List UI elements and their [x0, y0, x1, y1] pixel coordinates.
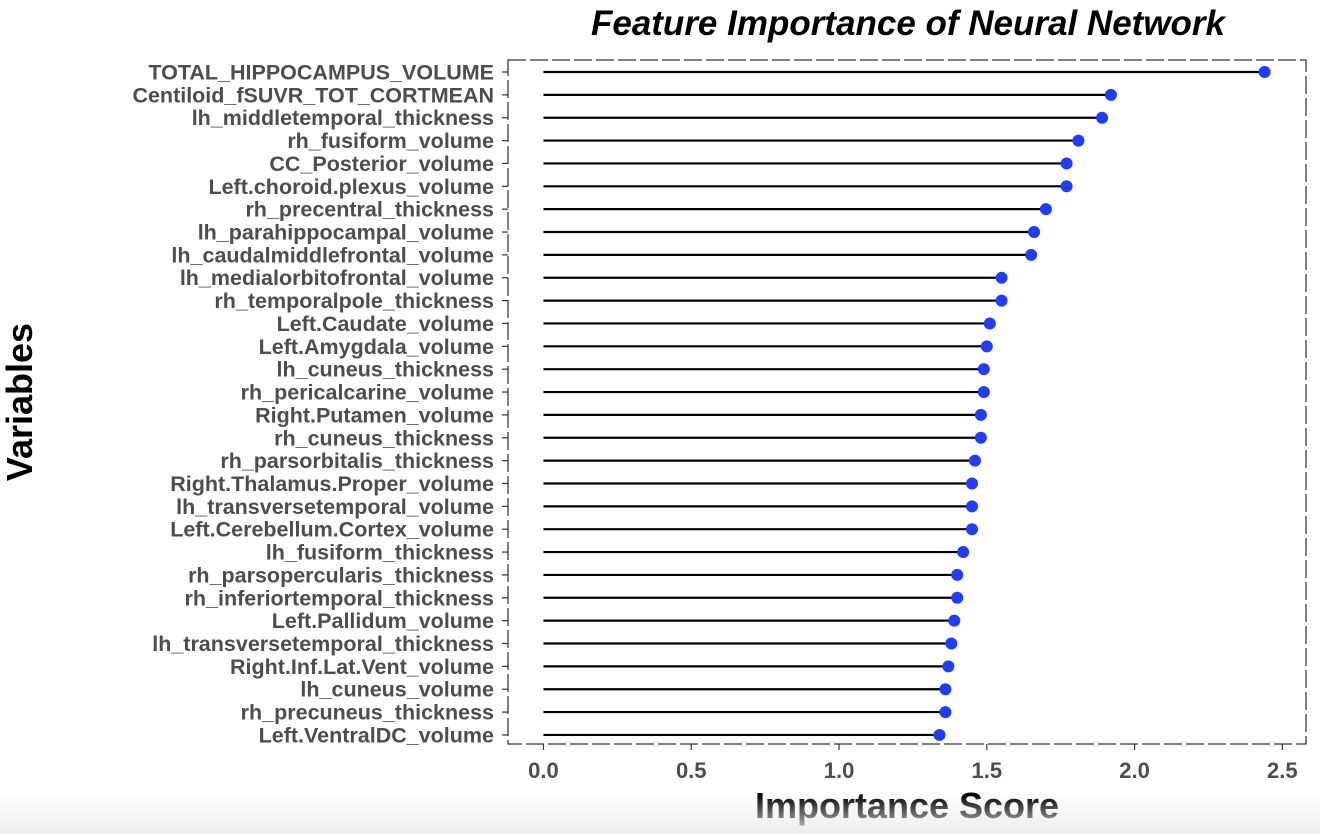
point-1 — [1104, 88, 1117, 101]
y-tick-label-12: Left.Amygdala_volume — [259, 335, 494, 359]
point-27 — [939, 683, 952, 696]
point-3 — [1072, 134, 1085, 147]
y-tick-label-7: lh_parahippocampal_volume — [198, 221, 494, 245]
y-tick-label-5: Left.choroid.plexus_volume — [208, 175, 494, 199]
y-tick-label-2: lh_middletemporal_thickness — [192, 106, 494, 130]
point-0 — [1258, 66, 1271, 78]
y-tick-labels: TOTAL_HIPPOCAMPUS_VOLUMECentiloid_fSUVR_… — [132, 61, 494, 748]
y-tick-label-15: Right.Putamen_volume — [255, 403, 494, 427]
x-axis-title: Importance Score — [755, 785, 1059, 826]
y-tick-label-20: Left.Cerebellum.Cortex_volume — [170, 518, 494, 542]
y-tick-label-9: lh_medialorbitofrontal_volume — [180, 266, 494, 290]
point-2 — [1096, 111, 1109, 124]
x-tick-label-0: 0.0 — [528, 758, 559, 783]
point-13 — [977, 363, 990, 376]
point-25 — [945, 637, 958, 650]
point-12 — [980, 340, 993, 353]
y-tick-label-27: lh_cuneus_volume — [300, 678, 494, 702]
y-tick-label-24: Left.Pallidum_volume — [272, 609, 494, 633]
chart-title: Feature Importance of Neural Network — [591, 4, 1227, 43]
y-tick-label-21: lh_fusiform_thickness — [266, 541, 494, 565]
point-14 — [977, 386, 990, 399]
point-6 — [1039, 203, 1052, 216]
y-tick-label-18: Right.Thalamus.Proper_volume — [170, 472, 494, 496]
point-19 — [966, 500, 979, 513]
stems-group — [543, 70, 1265, 737]
point-17 — [968, 454, 981, 467]
point-23 — [951, 591, 964, 604]
y-tick-label-29: Left.VentralDC_volume — [259, 723, 494, 747]
y-tick-label-6: rh_precentral_thickness — [245, 198, 494, 222]
point-22 — [951, 568, 964, 581]
y-tick-label-28: rh_precuneus_thickness — [241, 701, 494, 725]
point-8 — [1025, 248, 1038, 261]
point-9 — [995, 271, 1008, 284]
y-tick-label-1: Centiloid_fSUVR_TOT_CORTMEAN — [132, 83, 494, 107]
y-tick-label-10: rh_temporalpole_thickness — [214, 289, 494, 313]
point-7 — [1028, 226, 1041, 239]
y-ticks — [502, 71, 508, 736]
point-5 — [1060, 180, 1073, 193]
points-group — [933, 66, 1271, 741]
x-ticks: 0.0 0.5 1.0 1.5 2.0 2.5 — [528, 744, 1298, 783]
y-tick-label-26: Right.Inf.Lat.Vent_volume — [230, 655, 494, 679]
point-21 — [957, 546, 970, 559]
y-axis-title: Variables — [0, 323, 40, 481]
y-tick-label-16: rh_cuneus_thickness — [274, 426, 494, 450]
x-tick-label-4: 2.0 — [1119, 758, 1150, 783]
x-tick-label-3: 1.5 — [972, 758, 1003, 783]
point-18 — [966, 477, 979, 490]
point-26 — [942, 660, 955, 673]
x-tick-label-5: 2.5 — [1267, 758, 1298, 783]
x-tick-label-2: 1.0 — [824, 758, 855, 783]
y-tick-label-25: lh_transversetemporal_thickness — [152, 632, 494, 656]
point-24 — [948, 614, 961, 627]
y-tick-label-22: rh_parsopercularis_thickness — [188, 563, 494, 587]
y-tick-label-17: rh_parsorbitalis_thickness — [220, 449, 494, 473]
y-tick-label-0: TOTAL_HIPPOCAMPUS_VOLUME — [148, 61, 494, 85]
y-tick-label-4: CC_Posterior_volume — [269, 152, 494, 176]
point-28 — [939, 706, 952, 719]
y-tick-label-19: lh_transversetemporal_volume — [176, 495, 494, 519]
x-tick-label-1: 0.5 — [676, 758, 707, 783]
point-11 — [983, 317, 996, 330]
y-tick-label-14: rh_pericalcarine_volume — [241, 381, 494, 405]
y-tick-label-23: rh_inferiortemporal_thickness — [185, 586, 495, 610]
point-10 — [995, 294, 1008, 307]
plot-panel — [507, 59, 1307, 745]
point-29 — [933, 728, 946, 741]
point-15 — [974, 408, 987, 421]
point-20 — [966, 523, 979, 536]
point-16 — [974, 431, 987, 444]
point-4 — [1060, 157, 1073, 170]
y-tick-label-13: lh_cuneus_thickness — [277, 358, 495, 382]
y-tick-label-11: Left.Caudate_volume — [277, 312, 494, 336]
y-tick-label-8: lh_caudalmiddlefrontal_volume — [171, 243, 494, 267]
y-tick-label-3: rh_fusiform_volume — [287, 129, 494, 153]
